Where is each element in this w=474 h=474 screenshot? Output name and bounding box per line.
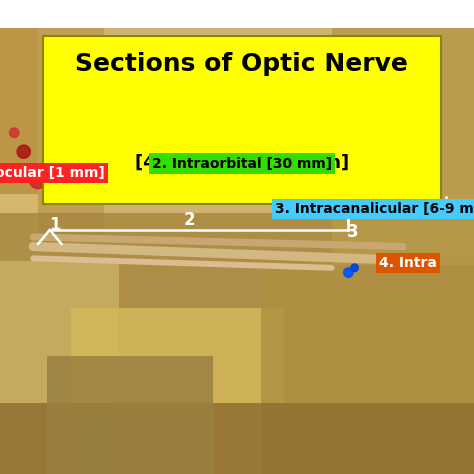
Text: Sections of Optic Nerve: Sections of Optic Nerve [75, 52, 408, 76]
Bar [38, 28, 104, 242]
Circle shape [351, 264, 358, 272]
Text: [47-50 mm in length]: [47-50 mm in length] [135, 154, 349, 172]
Bar [0, 0, 474, 28]
Text: 2. Intraorbital [30 mm]: 2. Intraorbital [30 mm] [152, 156, 332, 171]
Text: 3. Intracanalicular [6-9 m: 3. Intracanalicular [6-9 m [275, 201, 474, 216]
Text: 3: 3 [347, 223, 359, 241]
Circle shape [344, 268, 353, 277]
Bar [0, 28, 38, 194]
Text: 2: 2 [184, 211, 195, 229]
Bar [0, 261, 118, 474]
Text: 1: 1 [49, 216, 60, 234]
Circle shape [223, 137, 232, 147]
Circle shape [29, 172, 46, 189]
Circle shape [257, 157, 264, 165]
Circle shape [9, 128, 19, 137]
FancyBboxPatch shape [43, 36, 441, 204]
Bar [0, 213, 474, 474]
Bar [0, 28, 57, 289]
Bar [71, 308, 284, 474]
Bar [261, 261, 474, 474]
Bar [47, 356, 213, 474]
Text: 4. Intra: 4. Intra [379, 256, 437, 270]
Circle shape [51, 155, 63, 167]
Bar [332, 28, 474, 265]
Text: ocular [1 mm]: ocular [1 mm] [0, 166, 105, 180]
Circle shape [17, 145, 30, 158]
Bar [0, 403, 474, 474]
